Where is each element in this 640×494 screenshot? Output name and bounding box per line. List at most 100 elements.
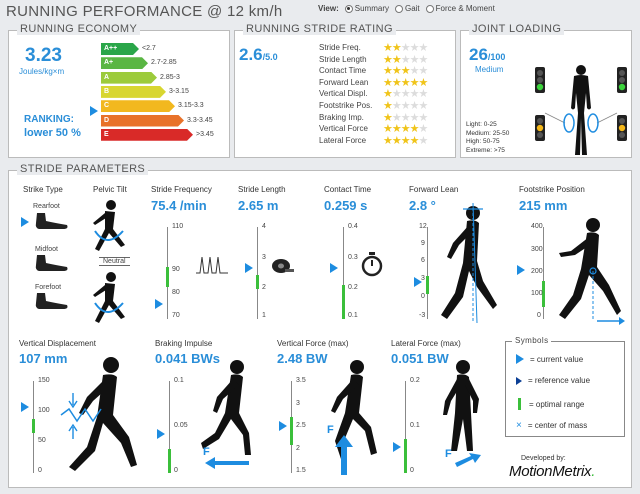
tape-measure-icon — [272, 259, 294, 273]
symbols-title: Symbols — [512, 336, 552, 345]
view-selector: View: Summary Gait Force & Moment — [318, 4, 495, 13]
economy-grade: A+ — [101, 57, 148, 69]
star-empty-icon: ★ — [418, 42, 429, 54]
tick-label: 4 — [262, 223, 266, 230]
star-empty-icon: ★ — [400, 111, 411, 124]
current-value-pointer-icon — [21, 217, 29, 227]
economy-range: 2.7-2.85 — [151, 59, 177, 67]
tick-label: 3.5 — [296, 377, 306, 384]
joint-loading-title: JOINT LOADING — [469, 23, 565, 35]
length-current-pointer-icon — [245, 263, 253, 273]
logo-dot-icon: . — [591, 463, 596, 480]
star-filled-icon: ★ — [391, 42, 402, 54]
star-filled-icon: ★ — [400, 76, 411, 89]
stride-rating-panel: RUNNING STRIDE RATING 2.6/5.0 Stride Fre… — [234, 23, 456, 158]
brand-logo: MotionMetrix. — [509, 463, 596, 480]
svg-text:F: F — [327, 424, 334, 436]
stride-rating-title: RUNNING STRIDE RATING — [243, 23, 396, 35]
economy-title: RUNNING ECONOMY — [17, 23, 141, 35]
runner-vertical-force-figure: F — [327, 360, 377, 475]
lateral-force-value: 0.051 BW — [391, 351, 449, 366]
footstrike-scale — [543, 227, 544, 319]
forward-lean-value: 2.8 ° — [409, 198, 436, 213]
developed-by-label: Developed by: — [521, 455, 566, 462]
joint-loading-score: 26/100 — [469, 45, 506, 64]
star-empty-icon: ★ — [418, 65, 429, 78]
tick-label: 0 — [410, 467, 414, 474]
length-optimal-range — [256, 275, 259, 289]
star-empty-icon: ★ — [409, 65, 420, 78]
star-filled-icon: ★ — [383, 76, 393, 89]
tick-label: 12 — [419, 223, 427, 230]
runner-pelvis-icon — [93, 272, 125, 323]
tick-label: 200 — [531, 268, 543, 275]
star-empty-icon: ★ — [409, 111, 420, 124]
star-filled-icon: ★ — [409, 76, 420, 89]
tick-label: 100 — [531, 290, 543, 297]
star-filled-icon: ★ — [383, 42, 393, 54]
foot-icon — [35, 255, 68, 271]
star-filled-icon: ★ — [383, 134, 393, 147]
star-filled-icon: ★ — [383, 100, 393, 112]
tick-label: 80 — [172, 289, 180, 296]
tick-label: 3 — [296, 400, 300, 407]
star-rating: ★★★★★ — [383, 42, 429, 54]
star-filled-icon: ★ — [409, 123, 420, 136]
radio-icon — [394, 4, 403, 13]
vertical-displacement-title: Vertical Displacement — [19, 339, 96, 348]
legend-reference-value: = reference value — [516, 376, 590, 385]
star-empty-icon: ★ — [391, 100, 402, 112]
lateral-force-title: Lateral Force (max) — [391, 339, 461, 348]
star-empty-icon: ★ — [418, 88, 429, 101]
foot-icon — [35, 293, 68, 309]
lforce-optimal-range — [404, 439, 407, 473]
strike-option-rearfoot: Rearfoot — [33, 203, 60, 210]
tick-label: 3 — [262, 254, 266, 261]
joint-loading-level: Medium — [475, 65, 504, 74]
star-empty-icon: ★ — [391, 88, 402, 101]
economy-grade: D — [101, 115, 184, 127]
star-rating: ★★★★★ — [383, 65, 429, 78]
tick-label: 400 — [531, 223, 543, 230]
pelvic-tilt-title: Pelvic Tilt — [93, 185, 127, 194]
contact-optimal-range — [342, 285, 345, 319]
tick-label: 0.3 — [348, 254, 358, 261]
star-filled-icon: ★ — [383, 88, 393, 101]
runner-pelvis-icon — [93, 200, 125, 251]
star-empty-icon: ★ — [418, 100, 429, 112]
braking-impulse-title: Braking Impulse — [155, 339, 213, 348]
stride-parameters-title: STRIDE PARAMETERS — [17, 163, 149, 175]
economy-grade: E — [101, 129, 193, 141]
view-force-radio[interactable]: Force & Moment — [425, 4, 495, 13]
economy-grade: A — [101, 72, 157, 84]
star-empty-icon: ★ — [400, 100, 411, 112]
tick-label: 0 — [174, 467, 178, 474]
tick-label: 0.05 — [174, 422, 188, 429]
tick-label: 2.5 — [296, 422, 306, 429]
tick-label: 90 — [172, 266, 180, 273]
tick-label: 6 — [421, 257, 425, 264]
star-filled-icon: ★ — [400, 134, 411, 147]
star-filled-icon: ★ — [400, 65, 411, 78]
rating-label: Stride Freq. — [319, 43, 361, 52]
view-summary-radio[interactable]: Summary — [344, 4, 389, 13]
view-gait-radio[interactable]: Gait — [394, 4, 420, 13]
rating-label: Forward Lean — [319, 77, 369, 87]
tick-label: -3 — [419, 312, 426, 319]
view-label: View: — [318, 4, 339, 13]
star-filled-icon: ★ — [391, 65, 402, 78]
rating-label: Vertical Force — [319, 124, 368, 134]
economy-value: 3.23 — [25, 45, 62, 66]
runner-footstrike-figure — [559, 218, 625, 325]
star-rating: ★★★★★ — [383, 100, 429, 112]
svg-text:F: F — [203, 446, 210, 458]
joint-loading-legend: Light: 0-25 Medium: 25-50 High: 50-75 Ex… — [466, 121, 510, 154]
star-rating: ★★★★★ — [383, 88, 429, 101]
vdisp-optimal-range — [32, 419, 35, 433]
tick-label: 70 — [172, 312, 180, 319]
star-empty-icon: ★ — [400, 53, 411, 66]
star-filled-icon: ★ — [409, 134, 420, 147]
vdisp-current-pointer-icon — [21, 402, 29, 412]
runner-lateral-force-figure: F — [443, 360, 481, 467]
vertical-force-value: 2.48 BW — [277, 351, 328, 366]
